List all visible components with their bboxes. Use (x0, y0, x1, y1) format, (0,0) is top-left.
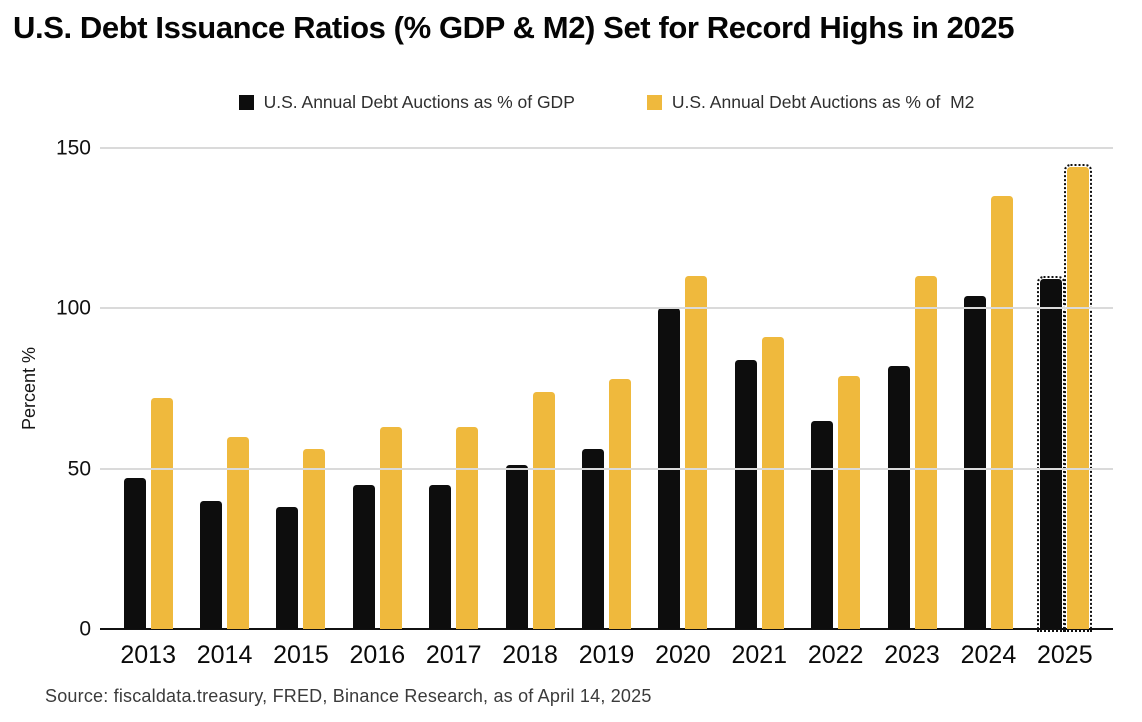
bar-m2-2019 (609, 378, 631, 629)
chart-title: U.S. Debt Issuance Ratios (% GDP & M2) S… (13, 10, 1015, 45)
bar-m2-2024 (990, 196, 1013, 629)
bar-group-2016: 2016 (346, 148, 408, 669)
legend: U.S. Annual Debt Auctions as % of GDP U.S… (100, 92, 1113, 113)
y-axis-label-box: Percent % (18, 148, 42, 629)
bar-gdp-2013 (123, 478, 146, 629)
bar-gdp-2015 (276, 507, 299, 629)
legend-swatch-gdp (238, 95, 254, 110)
bar-gdp-2025 (1036, 275, 1066, 633)
bar-m2-2015 (303, 449, 326, 629)
bar-m2-2014 (227, 436, 250, 629)
y-tick-0: 0 (79, 617, 91, 641)
plot-area: 2013 2014 2015 2016 2017 2018 2019 2020 2021 2022… (56, 138, 1113, 669)
x-tick-2022: 2022 (807, 641, 864, 669)
bar-group-2025: 2025 (1034, 148, 1096, 669)
legend-swatch-m2 (646, 95, 662, 110)
bar-gdp-2024 (963, 295, 986, 629)
x-tick-2018: 2018 (502, 641, 558, 669)
bar-gdp-2018 (505, 465, 528, 629)
bars-layer: 2013 2014 2015 2016 2017 2018 2019 2020 2021 2022… (110, 148, 1103, 669)
bar-m2-2017 (456, 426, 479, 629)
bar-m2-2022 (838, 375, 861, 629)
bar-m2-2025 (1063, 163, 1093, 633)
bar-group-2020: 2020 (652, 148, 714, 669)
legend-item-m2: U.S. Annual Debt Auctions as % of M2 (646, 92, 975, 113)
bar-m2-2018 (532, 391, 555, 629)
x-axis-line (100, 627, 1113, 630)
bar-m2-2020 (685, 276, 708, 629)
bar-group-2022: 2022 (805, 148, 867, 669)
bar-gdp-2022 (811, 420, 834, 629)
bar-group-2013: 2013 (117, 148, 179, 669)
bar-gdp-2023 (887, 366, 910, 629)
bar-gdp-2017 (429, 484, 452, 629)
legend-label: U.S. Annual Debt Auctions as % of M2 (671, 92, 975, 112)
source-note: Source: fiscaldata.treasury, FRED, Binan… (45, 686, 652, 706)
y-tick-150: 150 (55, 136, 91, 160)
x-tick-2017: 2017 (425, 641, 482, 669)
x-tick-2015: 2015 (273, 641, 329, 669)
bar-gdp-2021 (734, 359, 757, 629)
x-tick-2013: 2013 (120, 641, 176, 669)
bar-gdp-2016 (352, 484, 375, 629)
legend-item-gdp: U.S. Annual Debt Auctions as % of GDP (238, 92, 575, 113)
bar-m2-2023 (914, 276, 937, 629)
bar-group-2024: 2024 (957, 148, 1019, 669)
bar-m2-2013 (150, 398, 173, 629)
gridline-100 (100, 307, 1113, 310)
bar-group-2018: 2018 (499, 148, 561, 669)
gridline-50 (100, 467, 1113, 470)
y-tick-100: 100 (55, 296, 91, 320)
bar-group-2019: 2019 (576, 148, 638, 669)
bar-m2-2021 (761, 337, 784, 629)
bar-group-2023: 2023 (881, 148, 943, 669)
legend-label: U.S. Annual Debt Auctions as % of GDP (263, 92, 575, 112)
bar-group-2014: 2014 (194, 148, 256, 669)
x-tick-2023: 2023 (884, 641, 940, 669)
bar-m2-2016 (379, 426, 402, 629)
bar-group-2015: 2015 (270, 148, 332, 669)
x-tick-2024: 2024 (960, 641, 1017, 669)
y-axis-label: Percent % (19, 346, 40, 431)
x-tick-2020: 2020 (655, 641, 711, 669)
bar-group-2017: 2017 (423, 148, 485, 669)
x-tick-2025: 2025 (1036, 641, 1093, 669)
x-tick-2016: 2016 (349, 641, 406, 669)
bar-group-2021: 2021 (728, 148, 790, 669)
x-tick-2014: 2014 (196, 641, 253, 669)
bar-gdp-2019 (582, 449, 604, 629)
gridline-150 (100, 147, 1113, 149)
x-tick-2021: 2021 (731, 641, 788, 669)
x-tick-2019: 2019 (578, 641, 635, 669)
y-tick-50: 50 (67, 457, 91, 481)
bar-gdp-2014 (200, 500, 223, 629)
